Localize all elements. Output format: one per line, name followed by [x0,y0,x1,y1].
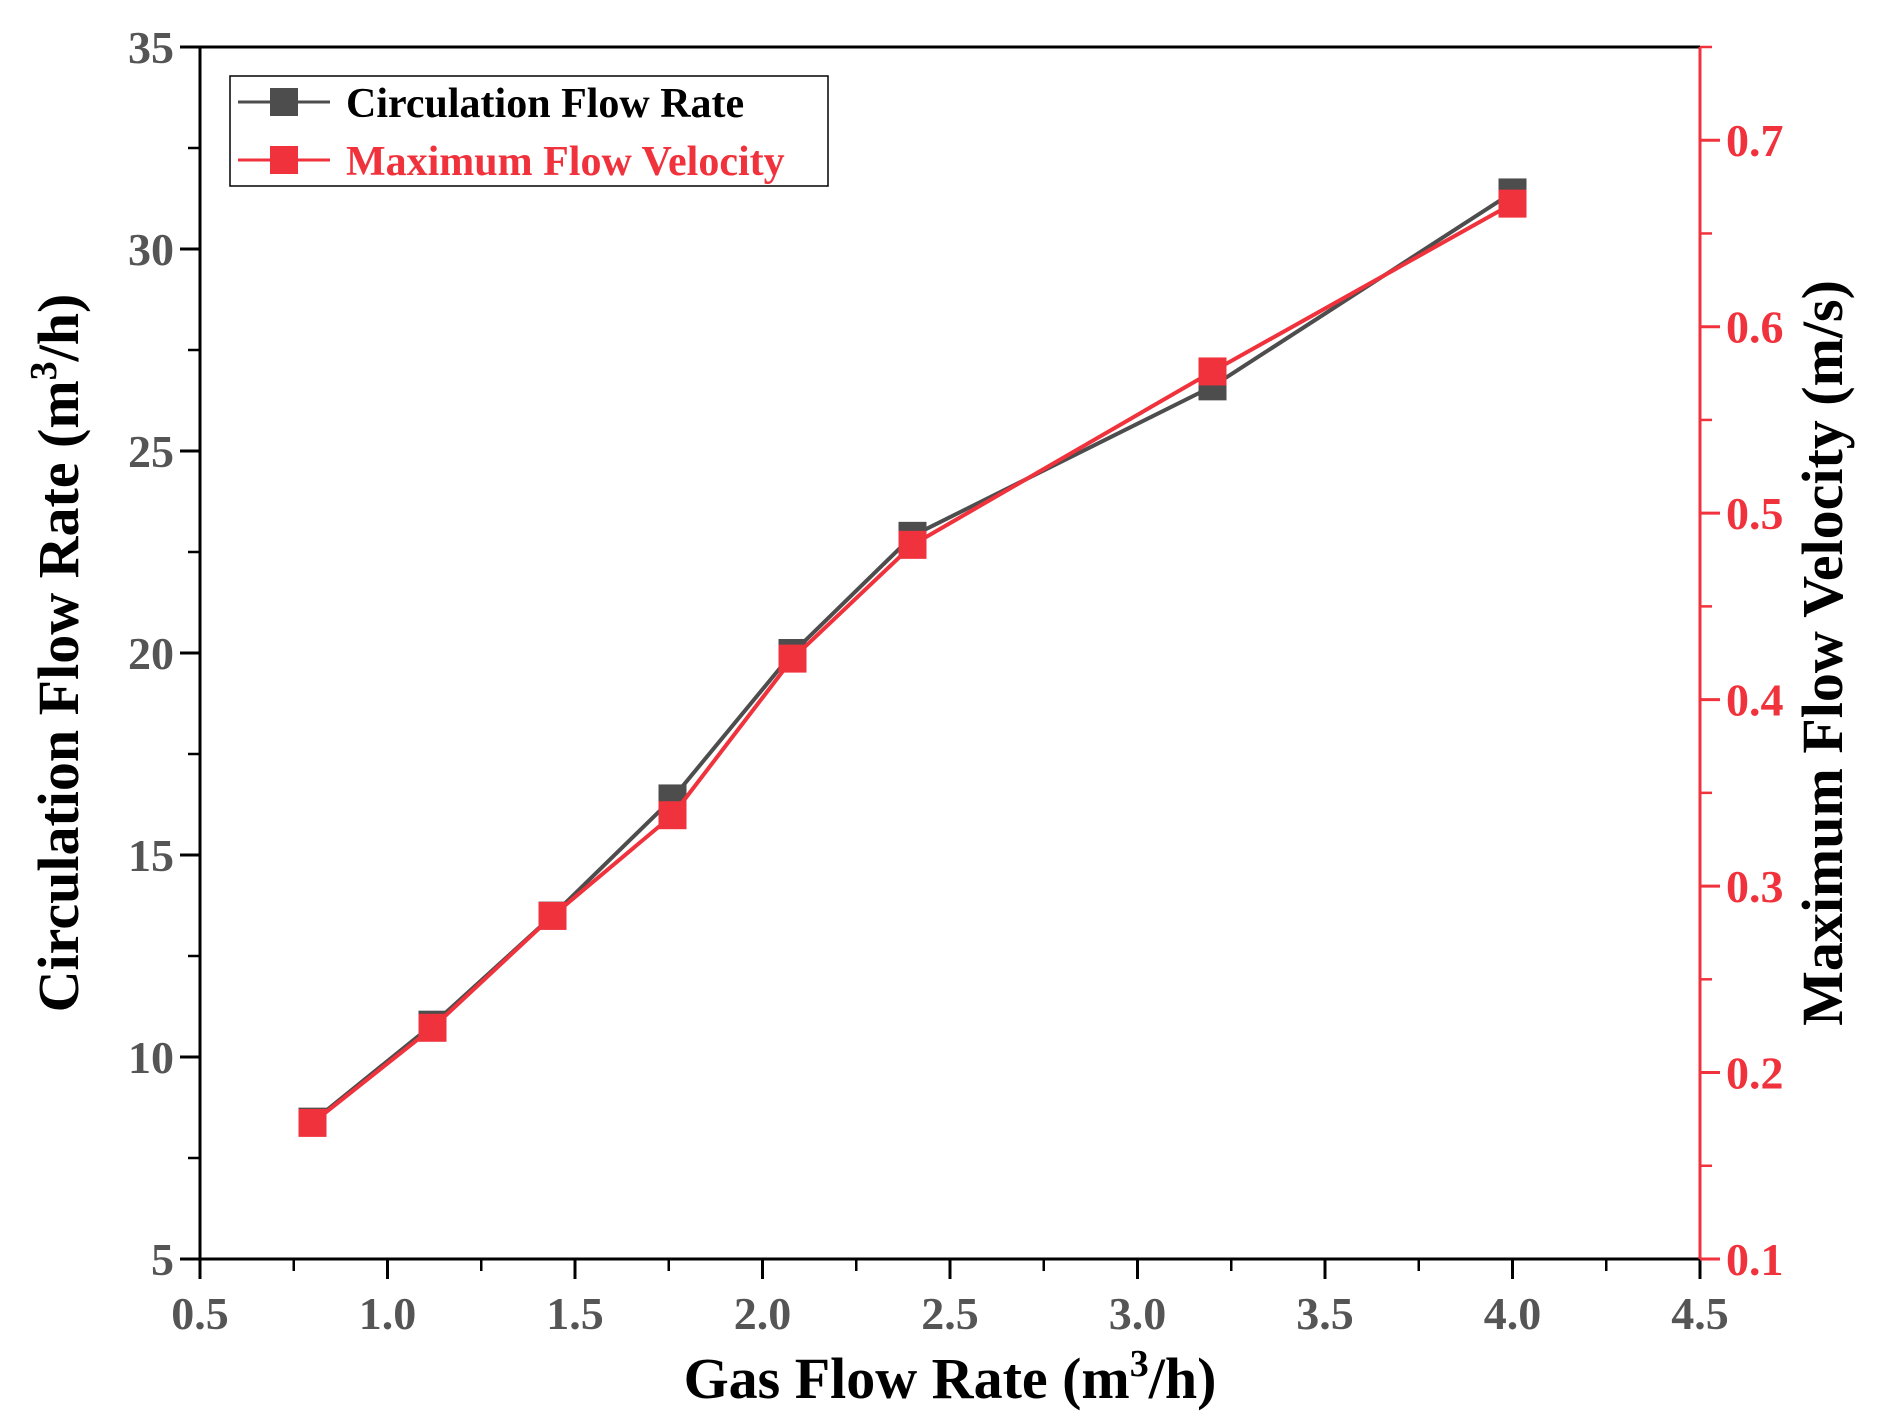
series-line-velocity [311,201,1514,1125]
data-point-velocity [538,901,567,930]
data-point-velocity [658,801,687,830]
data-point-velocity [298,1108,327,1137]
y-left-tick-label: 35 [128,22,174,73]
x-tick-label: 3.0 [1109,1288,1167,1339]
data-point-velocity [898,530,927,559]
y-left-tick-label: 25 [128,426,174,477]
y-right-tick-label: 0.3 [1726,861,1784,912]
legend-label-velocity: Maximum Flow Velocity [346,139,785,185]
x-tick-label: 1.0 [359,1288,417,1339]
y-left-tick-label: 5 [151,1234,174,1285]
x-tick-label: 4.0 [1484,1288,1542,1339]
y-left-tick-label: 10 [128,1032,174,1083]
data-point-velocity [418,1013,447,1042]
x-tick-label: 0.5 [171,1288,229,1339]
y-right-tick-label: 0.5 [1726,488,1784,539]
y-axis-label-right: Maximum Flow Velocity (m/s) [1790,280,1855,1026]
y-left-tick-label: 15 [128,830,174,881]
y-right-tick-label: 0.7 [1726,115,1784,166]
legend-box [229,75,829,187]
y-right-tick-label: 0.4 [1726,675,1784,726]
x-tick-label: 2.0 [734,1288,792,1339]
x-tick-label: 2.5 [921,1288,979,1339]
y-left-tick-label: 30 [128,224,174,275]
x-tick-label: 3.5 [1296,1288,1354,1339]
y-right-tick-label: 0.6 [1726,302,1784,353]
y-right-tick-label: 0.2 [1726,1048,1784,1099]
data-point-velocity [1198,357,1227,386]
data-point-velocity [778,644,807,673]
legend-label-circulation: Circulation Flow Rate [346,81,744,127]
y-left-tick-label: 20 [128,628,174,679]
legend-marker-velocity [270,146,298,174]
legend: Circulation Flow Rate Maximum Flow Veloc… [229,75,829,187]
x-axis-label: Gas Flow Rate (m3/h) [684,1343,1217,1411]
x-tick-label: 1.5 [546,1288,604,1339]
legend-marker-circulation [270,88,298,116]
y-axis-label-left: Circulation Flow Rate (m3/h) [23,294,91,1013]
series-line-circulation [311,190,1514,1124]
y-right-tick-label: 0.1 [1726,1234,1784,1285]
data-point-velocity [1498,189,1527,218]
x-tick-label: 4.5 [1671,1288,1729,1339]
